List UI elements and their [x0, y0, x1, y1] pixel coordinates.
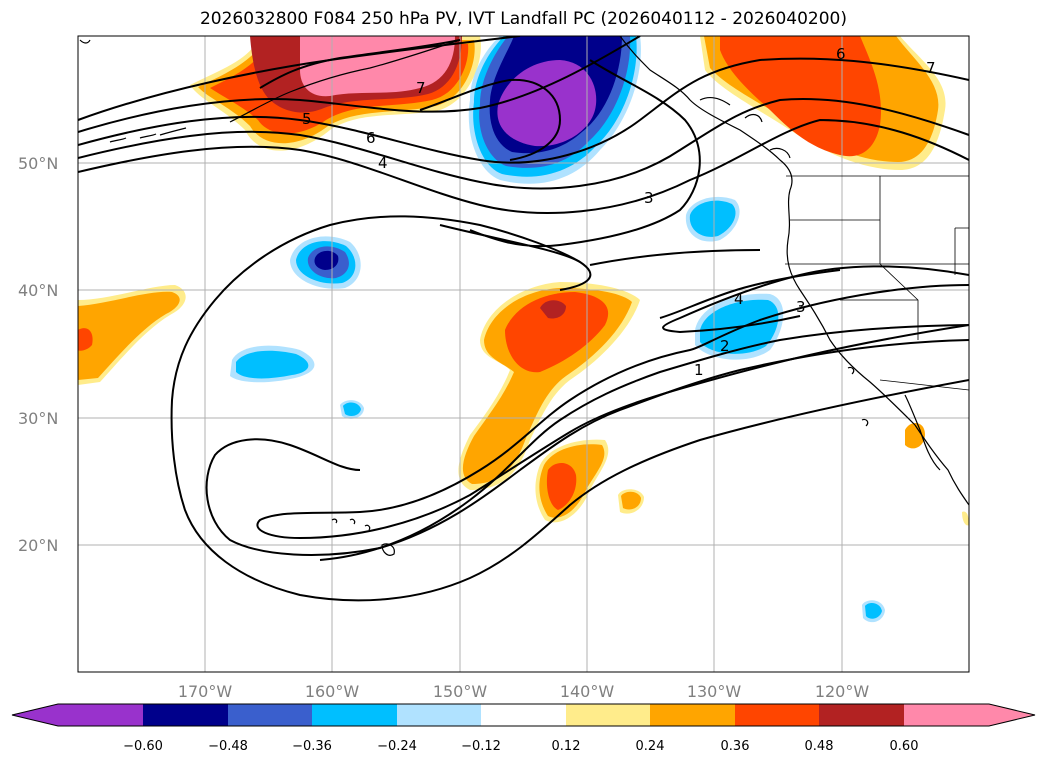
contour-label: 3 [644, 189, 654, 207]
contour-label: 7 [416, 79, 426, 97]
colorbar-segment [312, 704, 397, 726]
lat-label: 50°N [18, 154, 58, 173]
anomaly-negative-oregon [685, 196, 740, 242]
colorbar-tick-label: 0.36 [721, 739, 750, 754]
anomaly-positive-central-band [458, 282, 640, 490]
contour-label: 6 [836, 45, 846, 63]
lat-label: 30°N [18, 409, 58, 428]
colorbar-segment [143, 704, 228, 726]
page-title: 2026032800 F084 250 hPa PV, IVT Landfall… [199, 9, 847, 29]
colorbar-tick-label: −0.12 [461, 739, 501, 754]
latitude-labels: 50°N 40°N 30°N 20°N [18, 154, 58, 555]
anomaly-negative-north-central [468, 36, 641, 184]
colorbar-segment [566, 704, 650, 726]
lat-label: 20°N [18, 536, 58, 555]
map-frame [77, 35, 970, 673]
colorbar-tick-label: −0.48 [208, 739, 248, 754]
anomaly-negative-small-south-core [865, 603, 882, 619]
colorbar-tick-label: 0.24 [636, 739, 665, 754]
anomaly-positive-west-edge [78, 285, 186, 385]
colorbar-outline [11, 703, 1036, 727]
anomaly-negative-midpacific-small [230, 345, 315, 383]
political-borders [785, 175, 969, 391]
contour-label: 1 [694, 361, 704, 379]
colorbar-extend-high [989, 704, 1035, 726]
lon-label: 160°W [305, 682, 360, 701]
colorbar-tick-label: −0.36 [292, 739, 332, 754]
lon-label: 150°W [433, 682, 488, 701]
anomaly-negative-central-pacific [290, 236, 361, 289]
contour-label: 2 [720, 337, 730, 355]
colorbar-segment [819, 704, 904, 726]
lon-label: 140°W [560, 682, 615, 701]
colorbar-segment [397, 704, 481, 726]
anomaly-positive-east-edge [962, 511, 969, 526]
lon-label: 130°W [687, 682, 742, 701]
colorbar-tick-label: −0.24 [377, 739, 417, 754]
contour-label: 3 [796, 298, 806, 316]
colorbar: −0.60 −0.48 −0.36 −0.24 −0.12 0.12 0.24 … [11, 703, 1036, 754]
ivt-contours [78, 36, 969, 602]
colorbar-segment [904, 704, 989, 726]
colorbar-segment [481, 704, 566, 726]
colorbar-tick-label: 0.48 [805, 739, 834, 754]
anomaly-positive-northwest [190, 36, 481, 151]
contour-label: 6 [366, 129, 376, 147]
colorbar-segment [58, 704, 143, 726]
lon-label: 120°W [815, 682, 870, 701]
lat-label: 40°N [18, 281, 58, 300]
map-content: 7 7 6 6 5 4 4 3 3 2 1 [78, 36, 969, 672]
longitude-labels: 170°W 160°W 150°W 140°W 130°W 120°W [178, 682, 870, 701]
colorbar-tick-label: −0.60 [123, 739, 163, 754]
colorbar-segment [650, 704, 735, 726]
colorbar-tick-label: 0.12 [552, 739, 581, 754]
anomaly-positive-south [535, 439, 609, 523]
contour-label: 5 [302, 110, 312, 128]
anomaly-positive-small-south-core [621, 491, 641, 510]
colorbar-segment [735, 704, 819, 726]
anomaly-negative-small-hawaii-core [343, 402, 361, 417]
colorbar-segment [228, 704, 312, 726]
contour-label: 4 [378, 154, 388, 172]
colorbar-extend-low [12, 704, 58, 726]
contour-label: 4 [734, 290, 744, 308]
colorbar-tick-label: 0.60 [890, 739, 919, 754]
lon-label: 170°W [178, 682, 233, 701]
coastlines [79, 36, 969, 556]
contour-labels: 7 7 6 6 5 4 4 3 3 2 1 [302, 45, 936, 379]
contour-label: 7 [926, 59, 936, 77]
